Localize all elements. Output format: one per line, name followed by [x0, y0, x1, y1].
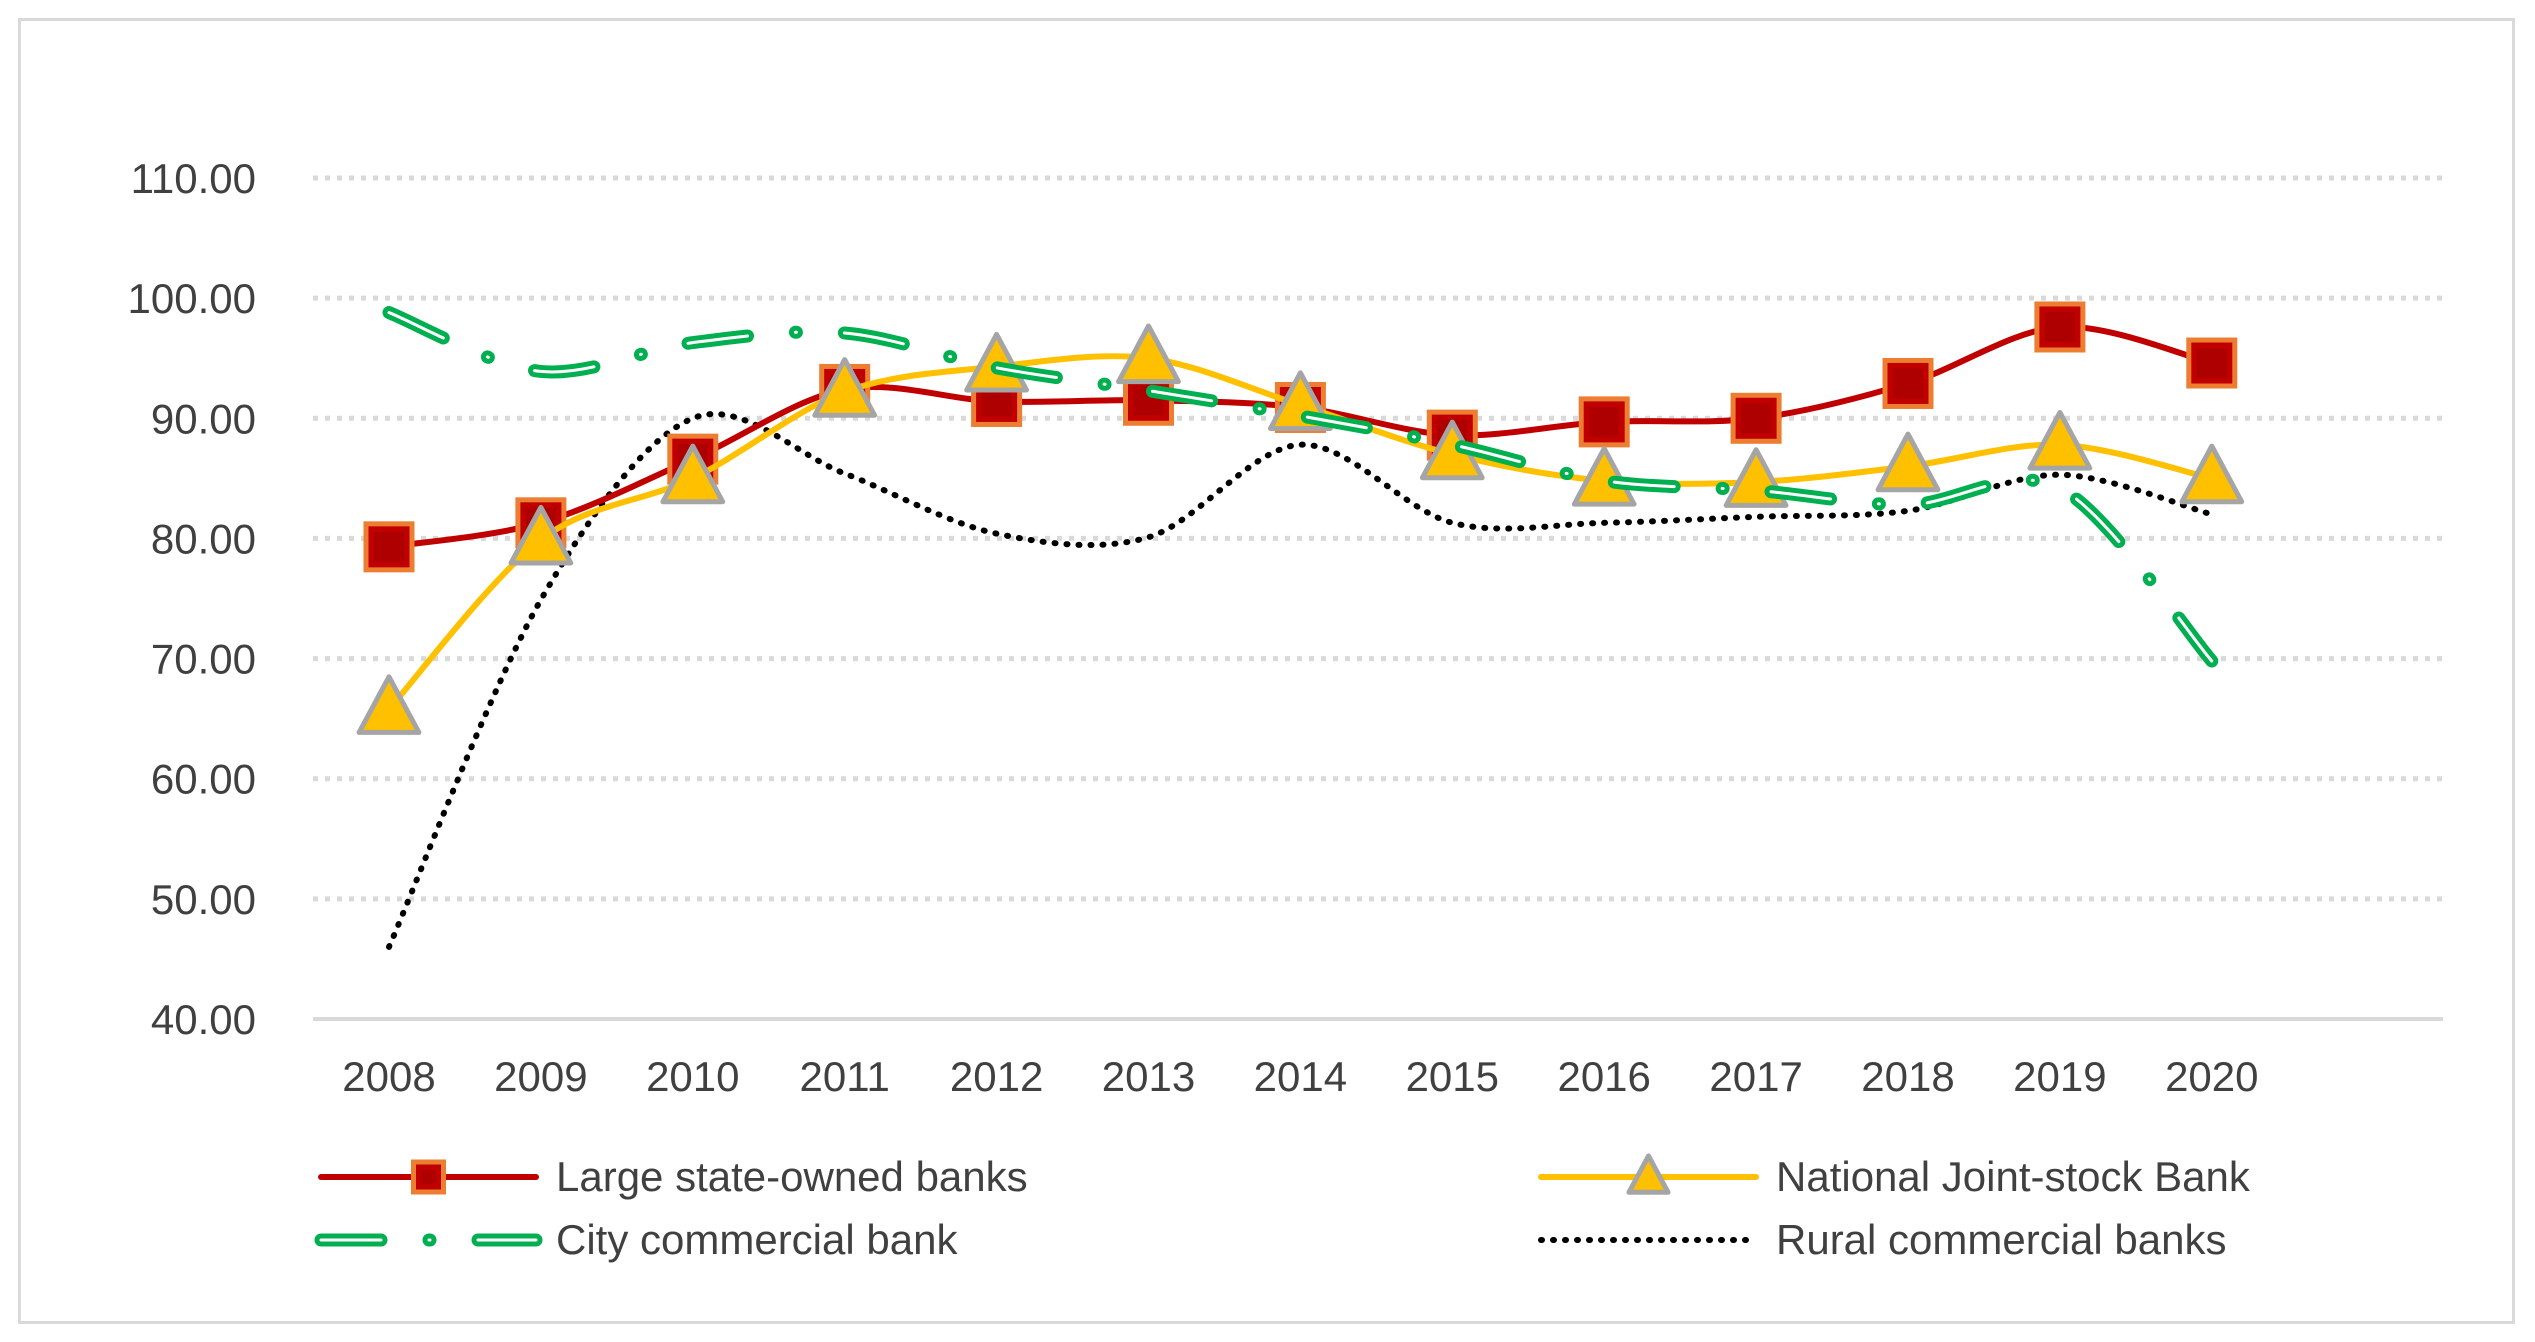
legend-item-rural-commercial-banks: Rural commercial banks	[1538, 1216, 2226, 1263]
series-large-state-owned-banks	[363, 301, 2238, 573]
data-point	[1755, 516, 1757, 518]
data-point	[2059, 487, 2061, 489]
data-point	[356, 674, 422, 735]
y-tick-label: 80.00	[151, 515, 256, 562]
series-city-commercial-bank	[382, 306, 2219, 668]
data-point	[1875, 431, 1941, 493]
y-tick-label: 50.00	[151, 876, 256, 923]
x-tick-label: 2012	[950, 1053, 1043, 1100]
data-point	[2027, 409, 2093, 471]
y-tick-label: 70.00	[151, 636, 256, 683]
x-tick-label: 2011	[800, 1053, 890, 1100]
x-tick-label: 2010	[646, 1053, 739, 1100]
data-point	[2179, 443, 2245, 505]
x-tick-label: 2016	[1557, 1053, 1650, 1100]
legend-marker	[1626, 1153, 1671, 1195]
legend-item-large-state-owned-banks: Large state-owned banks	[318, 1153, 1028, 1200]
legend-label: City commercial bank	[556, 1216, 958, 1263]
data-point	[1116, 323, 1181, 385]
series-line	[386, 323, 2215, 550]
axes: 40.00 50.00 60.00 70.00 80.00 90.00 100.00 110.…	[128, 155, 2443, 1100]
x-tick-label: 2020	[2165, 1053, 2258, 1100]
series-line	[386, 411, 2215, 950]
x-tick-label: 2014	[1254, 1053, 1347, 1100]
data-point	[812, 357, 878, 418]
data-point	[692, 417, 694, 419]
legend-item-city-commercial-bank: City commercial bank	[314, 1216, 958, 1263]
series-group	[356, 301, 2245, 950]
data-point	[1907, 504, 1909, 506]
y-tick-label: 90.00	[151, 395, 256, 442]
data-point	[1882, 357, 1934, 409]
line-chart: 40.00 50.00 60.00 70.00 80.00 90.00 100.00 110.…	[128, 155, 2443, 1263]
data-point	[2186, 337, 2238, 389]
legend-marker	[411, 1159, 446, 1195]
y-tick-label: 110.00	[131, 155, 256, 202]
x-tick-label: 2015	[1406, 1053, 1499, 1100]
data-point	[2034, 301, 2086, 353]
data-point	[1123, 374, 1174, 426]
x-tick-label: 2009	[494, 1053, 587, 1100]
data-point	[363, 521, 415, 573]
x-tick-label: 2013	[1102, 1053, 1195, 1100]
data-point	[1578, 396, 1630, 448]
series-line-highlight	[387, 311, 2214, 663]
data-point	[508, 504, 574, 566]
legend-item-national-joint-stock-bank: National Joint-stock Bank	[1538, 1153, 2251, 1200]
y-tick-label: 60.00	[151, 756, 256, 803]
legend-label: National Joint-stock Bank	[1776, 1153, 2251, 1200]
data-point	[1730, 392, 1782, 444]
y-tick-label: 40.00	[151, 996, 256, 1043]
x-tick-label: 2017	[1709, 1053, 1802, 1100]
legend-label: Rural commercial banks	[1776, 1216, 2226, 1263]
x-tick-label: 2008	[342, 1053, 435, 1100]
data-point	[540, 599, 542, 601]
y-tick-label: 100.00	[128, 275, 256, 322]
legend: Large state-owned banks National Joint-st…	[314, 1153, 2251, 1263]
series-national-joint-stock-bank	[356, 323, 2245, 735]
legend-label: Large state-owned banks	[556, 1153, 1028, 1200]
chart-frame: 40.00 50.00 60.00 70.00 80.00 90.00 100.00 110.…	[18, 18, 2515, 1324]
data-point	[844, 473, 846, 475]
data-point	[660, 443, 726, 505]
data-point	[2059, 474, 2061, 476]
x-tick-label: 2019	[2013, 1053, 2106, 1100]
x-tick-label: 2018	[1861, 1053, 1954, 1100]
series-rural-commercial-banks	[386, 411, 2215, 950]
data-point	[2211, 513, 2213, 515]
